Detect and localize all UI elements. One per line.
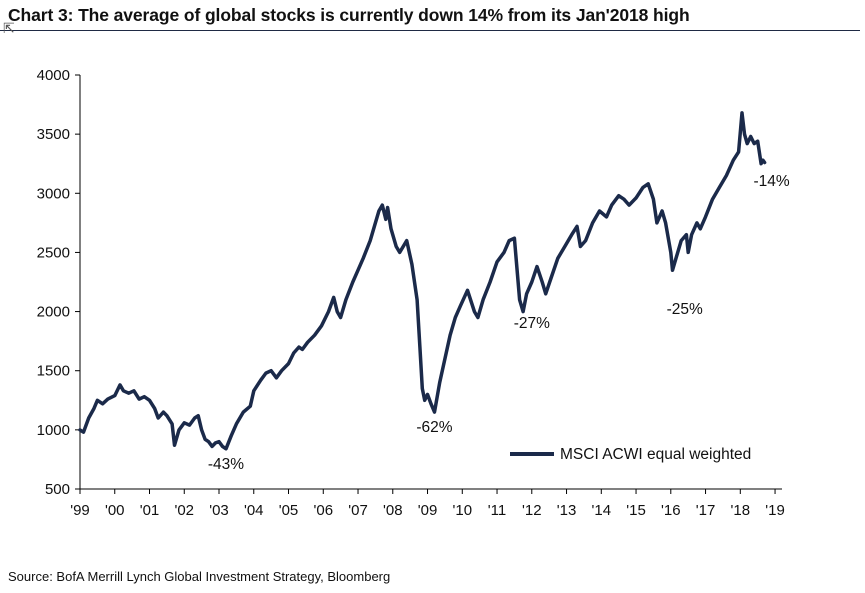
legend-label: MSCI ACWI equal weighted — [560, 446, 751, 463]
chart-legend: MSCI ACWI equal weighted — [510, 446, 751, 463]
x-tick-label: '13 — [557, 502, 577, 519]
x-tick-label: '99 — [70, 502, 90, 519]
chart-annotations: -43% -62% -27% -25% -14% — [208, 173, 790, 473]
series-line — [78, 111, 767, 451]
x-tick-label: '01 — [140, 502, 160, 519]
series-layer — [78, 111, 767, 451]
title-divider — [0, 30, 860, 31]
x-tick-label: '16 — [661, 502, 681, 519]
x-tick-label: '14 — [592, 502, 612, 519]
y-tick-label: 2500 — [37, 244, 70, 261]
x-tick-label: '06 — [313, 502, 333, 519]
chart-title: Chart 3: The average of global stocks is… — [8, 5, 690, 25]
y-tick-label: 3500 — [37, 126, 70, 143]
x-tick-label: '15 — [626, 502, 646, 519]
x-tick-label: '05 — [279, 502, 299, 519]
chart-ticks: 500 1000 1500 2000 2500 3000 3500 4000 '99 '00 '01… — [37, 67, 785, 519]
y-tick-label: 1500 — [37, 363, 70, 380]
mouse-cursor-icon: ⇱ — [3, 20, 15, 36]
y-tick-label: 3000 — [37, 185, 70, 202]
annotation-label: -14% — [753, 173, 789, 190]
annotation-label: -62% — [416, 419, 452, 436]
x-tick-label: '08 — [383, 502, 403, 519]
x-tick-label: '02 — [174, 502, 194, 519]
x-tick-label: '00 — [105, 502, 125, 519]
x-tick-label: '11 — [488, 502, 506, 519]
annotation-label: -27% — [514, 315, 550, 332]
x-tick-label: '07 — [348, 502, 368, 519]
x-tick-label: '09 — [418, 502, 438, 519]
chart-axes — [79, 75, 782, 490]
y-tick-label: 4000 — [37, 67, 70, 84]
source-note: Source: BofA Merrill Lynch Global Invest… — [8, 569, 391, 584]
annotation-label: -43% — [208, 456, 244, 473]
x-tick-label: '19 — [765, 502, 785, 519]
x-tick-label: '18 — [731, 502, 751, 519]
x-tick-label: '03 — [209, 502, 229, 519]
y-tick-label: 500 — [45, 481, 70, 498]
y-tick-label: 1000 — [37, 422, 70, 439]
annotation-label: -25% — [667, 301, 703, 318]
x-tick-label: '17 — [696, 502, 716, 519]
x-tick-label: '10 — [452, 502, 472, 519]
x-tick-label: '04 — [244, 502, 264, 519]
y-tick-label: 2000 — [37, 304, 70, 321]
x-tick-label: '12 — [522, 502, 542, 519]
